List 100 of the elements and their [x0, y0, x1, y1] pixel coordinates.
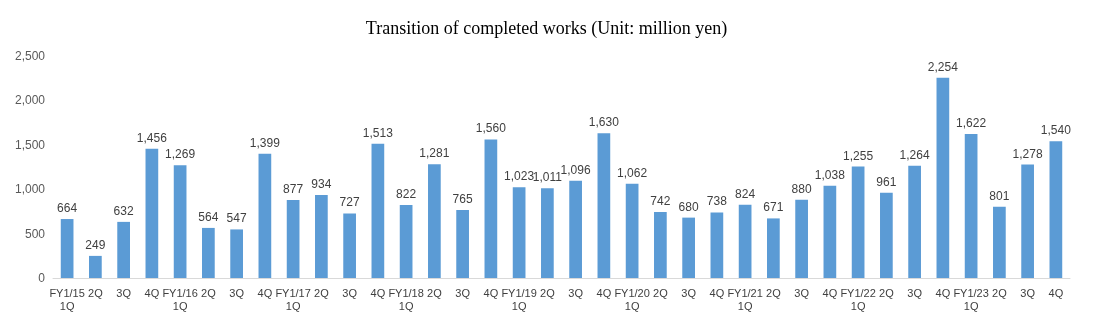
x-tick-label: 2Q [766, 286, 782, 299]
bar [851, 166, 865, 278]
x-tick-label: FY1/23 1Q [953, 286, 989, 312]
data-label: 765 [452, 192, 473, 207]
data-label: 742 [650, 194, 671, 209]
x-tick-label: 4Q [1048, 286, 1064, 299]
data-label: 1,513 [362, 125, 394, 140]
data-label: 664 [57, 201, 78, 216]
data-label: 1,038 [814, 167, 846, 182]
bar [654, 212, 667, 278]
bar [880, 192, 893, 278]
x-tick-label: 4Q [144, 286, 160, 299]
x-tick-label: 2Q [540, 286, 556, 299]
x-tick-label: 2Q [427, 286, 443, 299]
x-tick-label: 2Q [879, 286, 895, 299]
x-tick-label: 3Q [681, 286, 697, 299]
x-tick-label: 4Q [483, 286, 499, 299]
data-label: 738 [706, 194, 728, 209]
bar [371, 143, 385, 278]
x-tick-label: 3Q [342, 286, 358, 299]
data-label: 822 [396, 187, 417, 202]
bar [1021, 164, 1034, 278]
x-tick-label: 3Q [794, 286, 810, 299]
data-label: 564 [198, 209, 219, 224]
data-label: 824 [735, 186, 756, 201]
bar [343, 213, 356, 278]
data-label: 1,096 [560, 162, 591, 177]
data-label: 1,560 [475, 121, 507, 136]
data-label: 1,062 [617, 165, 648, 180]
x-tick-label: 2Q [992, 286, 1008, 299]
bar [964, 133, 978, 278]
bar [202, 227, 215, 278]
bar [258, 153, 272, 278]
data-label: 249 [85, 237, 106, 252]
data-label: 1,540 [1040, 123, 1072, 138]
data-label: 1,269 [165, 147, 196, 162]
x-tick-label: 2Q [88, 286, 104, 299]
bar [173, 165, 187, 278]
bar [569, 180, 582, 278]
x-tick-label: FY1/17 1Q [275, 286, 311, 312]
bar [908, 165, 921, 278]
y-tick-label: 2,000 [14, 93, 46, 108]
x-tick-label: 4Q [709, 286, 725, 299]
bar [625, 183, 639, 278]
bar [286, 200, 300, 278]
chart-title: Transition of completed works (Unit: million yen) [365, 18, 728, 39]
data-label: 1,023 [504, 169, 535, 184]
data-label: 632 [113, 203, 134, 218]
x-tick-label: FY1/15 1Q [49, 286, 85, 312]
bar [1049, 141, 1063, 278]
data-label: 680 [678, 199, 699, 214]
x-tick-label: FY1/21 1Q [727, 286, 763, 312]
bar [682, 217, 695, 278]
x-tick-label: 3Q [455, 286, 471, 299]
y-tick-label: 0 [38, 271, 46, 285]
bar [541, 188, 554, 278]
data-label: 1,399 [249, 135, 281, 150]
x-tick-label: 2Q [653, 286, 669, 299]
x-tick-label: 4Q [935, 286, 951, 299]
bar [399, 205, 413, 278]
data-label: 1,630 [588, 115, 620, 130]
bar [738, 204, 752, 278]
bar [230, 229, 243, 278]
x-tick-label: 4Q [257, 286, 273, 299]
x-tick-label: 4Q [370, 286, 386, 299]
y-tick-label: 1,500 [14, 137, 46, 152]
x-tick-label: FY1/18 1Q [388, 286, 424, 312]
bar [456, 210, 469, 278]
x-tick-label: 2Q [314, 286, 330, 299]
x-tick-label: 3Q [116, 286, 132, 299]
data-label: 671 [763, 200, 784, 215]
data-label: 547 [226, 211, 247, 226]
x-tick-label: 3Q [907, 286, 923, 299]
data-label: 1,456 [136, 130, 168, 145]
bar [823, 185, 837, 278]
data-label: 1,011 [532, 170, 563, 185]
x-tick-label: 3Q [1020, 286, 1036, 299]
bar [145, 148, 159, 278]
data-label: 727 [339, 195, 360, 210]
bar [993, 206, 1006, 278]
data-label: 1,255 [843, 148, 874, 163]
bar [767, 218, 780, 278]
bar [117, 221, 130, 278]
x-tick-label: FY1/20 1Q [614, 286, 650, 312]
data-label: 961 [876, 174, 897, 189]
x-tick-label: FY1/16 1Q [162, 286, 198, 312]
x-tick-label: FY1/19 1Q [501, 286, 537, 312]
data-label: 880 [791, 181, 812, 196]
bar [89, 255, 102, 278]
data-label: 1,264 [899, 147, 930, 162]
data-label: 1,278 [1012, 146, 1043, 161]
x-tick-label: 4Q [822, 286, 838, 299]
y-tick-label: 1,000 [14, 182, 46, 197]
data-label: 801 [989, 188, 1010, 203]
bar [484, 139, 498, 278]
x-tick-label: 2Q [201, 286, 217, 299]
data-label: 934 [311, 177, 332, 192]
bar [315, 195, 328, 278]
bar [795, 199, 808, 278]
bar [597, 133, 611, 278]
